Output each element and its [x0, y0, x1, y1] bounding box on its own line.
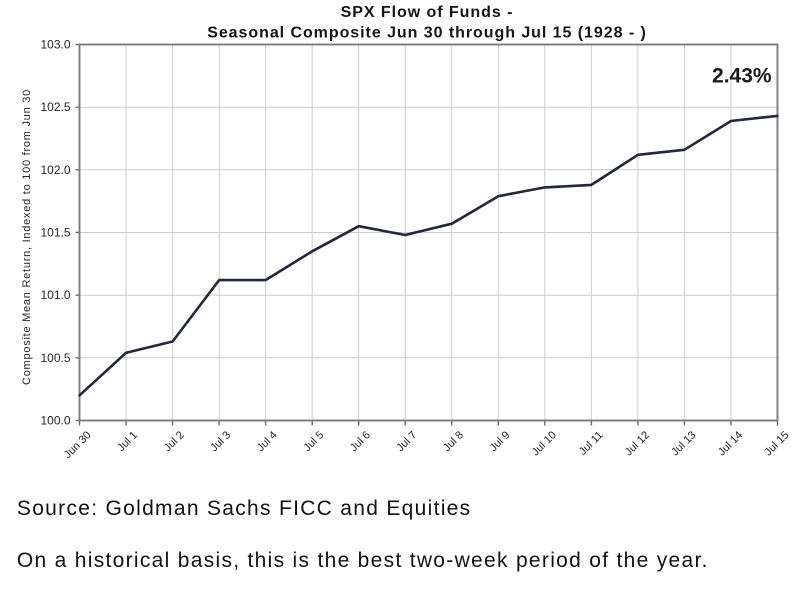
svg-text:102.0: 102.0 — [40, 163, 70, 177]
svg-text:Jul 1: Jul 1 — [115, 429, 140, 454]
svg-text:Jul 13: Jul 13 — [669, 429, 698, 458]
svg-text:101.5: 101.5 — [40, 226, 70, 240]
svg-text:Jul 5: Jul 5 — [301, 429, 326, 454]
svg-text:Composite Mean Return, Indexed: Composite Mean Return, Indexed to 100 fr… — [21, 89, 33, 385]
svg-text:SPX Flow of Funds -: SPX Flow of Funds - — [341, 4, 514, 21]
svg-text:Jul 3: Jul 3 — [208, 429, 233, 454]
svg-text:Jul 7: Jul 7 — [394, 429, 419, 454]
svg-text:Jul 11: Jul 11 — [577, 429, 606, 458]
svg-text:2.43%: 2.43% — [712, 64, 772, 87]
svg-text:Jun 30: Jun 30 — [62, 429, 94, 461]
svg-text:Jul 10: Jul 10 — [530, 429, 559, 458]
svg-text:103.0: 103.0 — [40, 38, 70, 52]
svg-text:101.0: 101.0 — [40, 288, 70, 302]
svg-text:Jul 2: Jul 2 — [162, 429, 187, 454]
svg-text:Jul 6: Jul 6 — [348, 429, 373, 454]
svg-text:Seasonal Composite Jun 30 thro: Seasonal Composite Jun 30 through Jul 15… — [207, 25, 647, 42]
svg-text:Jul 8: Jul 8 — [441, 429, 466, 454]
svg-text:Jul 12: Jul 12 — [623, 429, 652, 458]
svg-text:100.0: 100.0 — [40, 414, 70, 428]
svg-text:100.5: 100.5 — [40, 351, 70, 365]
svg-text:Jul 4: Jul 4 — [255, 429, 280, 454]
svg-text:102.5: 102.5 — [40, 100, 70, 114]
svg-text:Jul 9: Jul 9 — [487, 429, 512, 454]
svg-text:Jul 14: Jul 14 — [716, 429, 745, 458]
svg-text:Jul 15: Jul 15 — [762, 429, 791, 458]
